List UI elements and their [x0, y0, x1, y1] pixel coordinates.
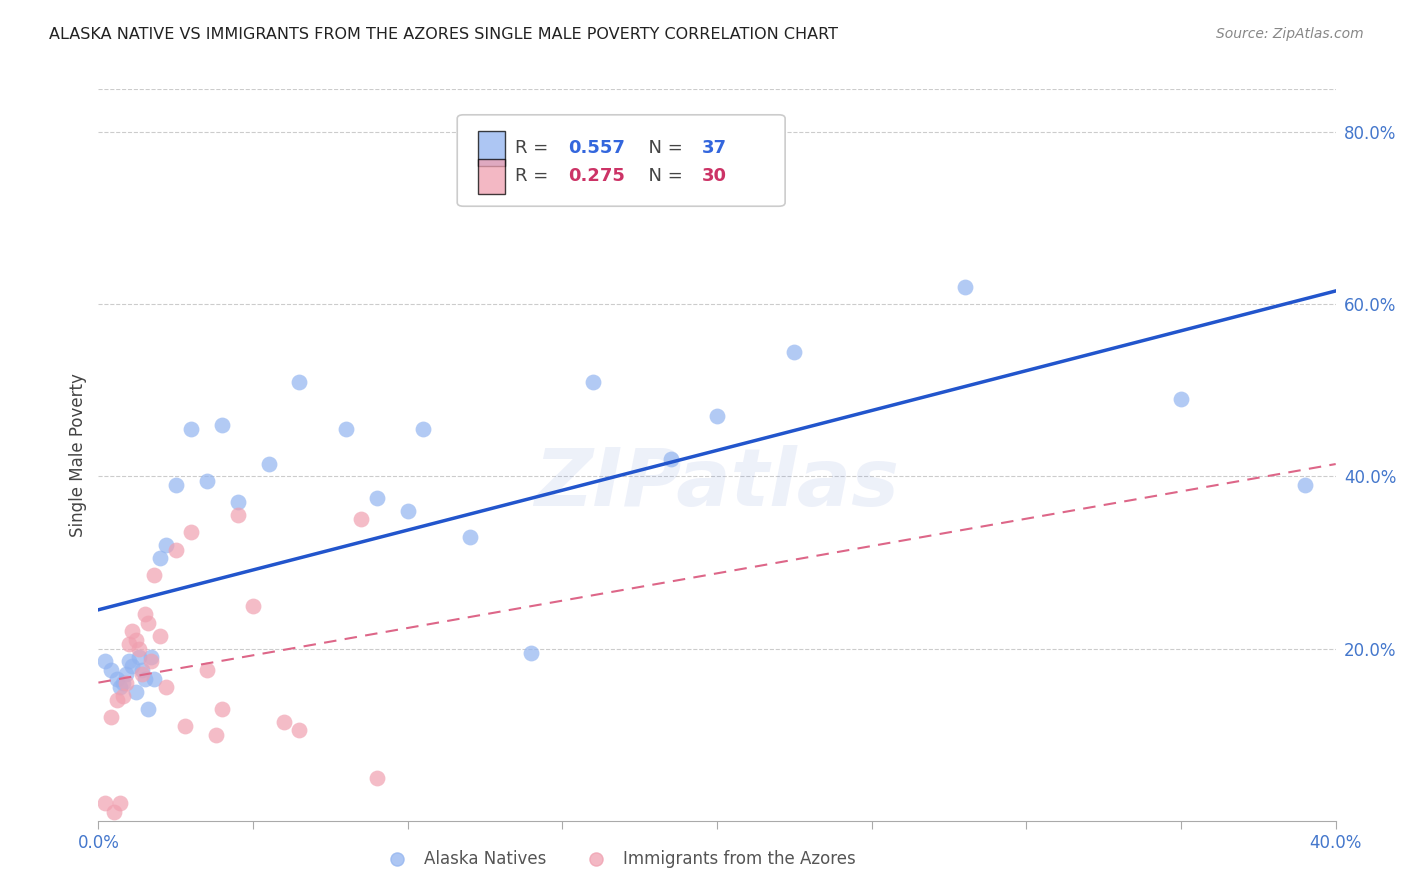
- Point: [1170, 392, 1192, 406]
- Point: [100, 710, 122, 724]
- Point: [131, 663, 153, 677]
- Point: [953, 280, 976, 294]
- Point: [103, 805, 125, 819]
- Point: [165, 478, 187, 492]
- Point: [582, 375, 605, 389]
- Point: [136, 702, 159, 716]
- Text: 0.557: 0.557: [568, 139, 626, 157]
- Text: 30: 30: [702, 167, 727, 186]
- Point: [366, 771, 388, 785]
- Text: R =: R =: [516, 167, 554, 186]
- Point: [659, 452, 682, 467]
- Point: [128, 641, 150, 656]
- Point: [366, 491, 388, 505]
- Point: [108, 680, 131, 694]
- Point: [121, 658, 143, 673]
- Point: [112, 676, 135, 690]
- Point: [115, 676, 138, 690]
- Point: [180, 525, 202, 540]
- Text: ALASKA NATIVE VS IMMIGRANTS FROM THE AZORES SINGLE MALE POVERTY CORRELATION CHAR: ALASKA NATIVE VS IMMIGRANTS FROM THE AZO…: [49, 27, 838, 42]
- Point: [143, 672, 166, 686]
- Text: 37: 37: [702, 139, 727, 157]
- Point: [131, 667, 153, 681]
- Point: [105, 672, 128, 686]
- Point: [155, 538, 177, 552]
- Point: [288, 375, 311, 389]
- Point: [124, 684, 146, 698]
- Point: [520, 646, 543, 660]
- Point: [100, 663, 122, 677]
- Point: [118, 637, 141, 651]
- Point: [211, 702, 233, 716]
- Point: [115, 667, 138, 681]
- Point: [350, 512, 373, 526]
- Point: [226, 495, 249, 509]
- Point: [136, 615, 159, 630]
- FancyBboxPatch shape: [478, 159, 506, 194]
- Point: [149, 629, 172, 643]
- Point: [124, 632, 146, 647]
- Point: [195, 663, 218, 677]
- Text: R =: R =: [516, 139, 554, 157]
- Text: N =: N =: [637, 139, 688, 157]
- Point: [118, 655, 141, 669]
- Point: [121, 624, 143, 639]
- Y-axis label: Single Male Poverty: Single Male Poverty: [69, 373, 87, 537]
- Point: [174, 719, 197, 733]
- Point: [108, 797, 131, 811]
- Point: [143, 568, 166, 582]
- Point: [1294, 478, 1316, 492]
- Point: [139, 655, 162, 669]
- Text: Source: ZipAtlas.com: Source: ZipAtlas.com: [1216, 27, 1364, 41]
- Text: ZIPatlas: ZIPatlas: [534, 445, 900, 524]
- FancyBboxPatch shape: [457, 115, 785, 206]
- FancyBboxPatch shape: [478, 131, 506, 166]
- Point: [180, 422, 202, 436]
- Point: [105, 693, 128, 707]
- Point: [257, 457, 280, 471]
- Point: [195, 474, 218, 488]
- Point: [335, 422, 357, 436]
- Point: [205, 728, 228, 742]
- Point: [273, 714, 295, 729]
- Point: [165, 542, 187, 557]
- Point: [242, 599, 264, 613]
- Point: [458, 530, 481, 544]
- Text: N =: N =: [637, 167, 688, 186]
- Point: [288, 723, 311, 738]
- Point: [412, 422, 434, 436]
- Point: [134, 672, 156, 686]
- Point: [93, 655, 115, 669]
- Point: [226, 508, 249, 523]
- Legend: Alaska Natives, Immigrants from the Azores: Alaska Natives, Immigrants from the Azor…: [374, 843, 862, 874]
- Point: [128, 650, 150, 665]
- Point: [93, 797, 115, 811]
- Text: 0.275: 0.275: [568, 167, 626, 186]
- Point: [112, 689, 135, 703]
- Point: [139, 650, 162, 665]
- Point: [396, 504, 419, 518]
- Point: [155, 680, 177, 694]
- Point: [149, 551, 172, 566]
- Point: [134, 607, 156, 621]
- Point: [783, 344, 806, 359]
- Point: [706, 409, 728, 424]
- Point: [211, 417, 233, 432]
